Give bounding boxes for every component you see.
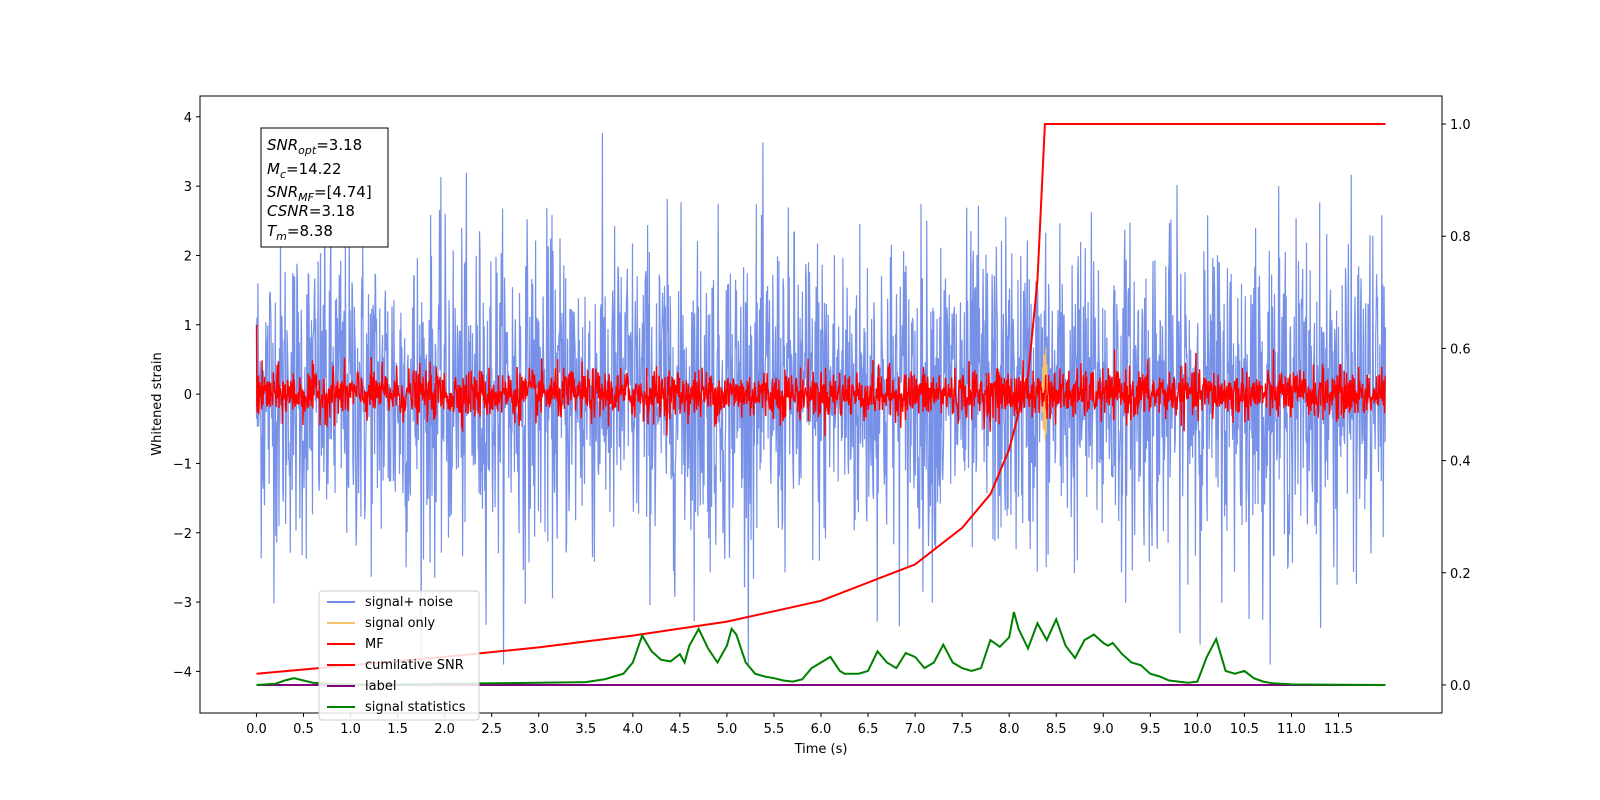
y2-tick-label: 1.0 — [1450, 118, 1471, 133]
series-cumulative-snr — [256, 123, 1386, 675]
y-axis-label: Whitened strain — [150, 352, 165, 455]
x-tick-label: 6.5 — [858, 722, 879, 737]
legend-label: signal statistics — [365, 700, 466, 715]
annotation-snr-opt: SNRopt=3.18 — [267, 136, 362, 157]
annotation-mc: Mc=14.22 — [267, 160, 342, 181]
y-tick-label: 2 — [184, 249, 192, 264]
x-tick-label: 3.5 — [575, 722, 596, 737]
x-axis-label: Time (s) — [794, 742, 848, 757]
y2-tick-label: 0.4 — [1450, 455, 1471, 470]
x-axis: 0.0 0.5 1.0 1.5 2.0 2.5 3.0 3.5 4.0 4.5 5.0 5.5 6.0 6… — [246, 713, 1353, 737]
annotation-tm: Tm=8.38 — [267, 222, 333, 243]
x-tick-label: 2.5 — [481, 722, 502, 737]
x-tick-label: 3.0 — [528, 722, 549, 737]
x-tick-label: 5.5 — [764, 722, 785, 737]
x-tick-label: 0.0 — [246, 722, 267, 737]
y-axis-left: 4 3 2 1 0 −1 −2 −3 −4 — [173, 111, 200, 680]
y-tick-label: 1 — [184, 319, 192, 334]
series-signal-statistics — [256, 611, 1386, 686]
x-tick-label: 11.5 — [1324, 722, 1353, 737]
annotation-box: SNRopt=3.18 Mc=14.22 SNRMF=[4.74] CSNR=3… — [260, 127, 389, 248]
x-tick-label: 9.0 — [1093, 722, 1114, 737]
y-tick-label: 0 — [184, 388, 192, 403]
legend-label: signal+ noise — [365, 595, 453, 610]
x-tick-label: 7.5 — [952, 722, 973, 737]
y-tick-label: −1 — [173, 457, 192, 472]
annotation-csnr: CSNR=3.18 — [267, 202, 355, 220]
annotation-snr-mf: SNRMF=[4.74] — [267, 183, 372, 204]
y-tick-label: −4 — [173, 665, 192, 680]
y2-tick-label: 0.0 — [1450, 679, 1471, 694]
x-tick-label: 9.5 — [1140, 722, 1161, 737]
x-tick-label: 8.0 — [999, 722, 1020, 737]
x-tick-label: 8.5 — [1046, 722, 1067, 737]
x-tick-label: 5.0 — [717, 722, 738, 737]
y-tick-label: 3 — [184, 180, 192, 195]
series-layer — [255, 123, 1387, 686]
y2-tick-label: 0.2 — [1450, 567, 1471, 582]
legend-label: label — [365, 679, 396, 694]
y-tick-label: −2 — [173, 527, 192, 542]
x-tick-label: 4.0 — [622, 722, 643, 737]
y-axis-right: 1.0 0.8 0.6 0.4 0.2 0.0 — [1442, 118, 1471, 694]
legend-frame — [318, 590, 480, 721]
legend: signal+ noise signal only MF cumilative SNR… — [318, 590, 480, 721]
series-signal-only — [1038, 347, 1052, 441]
y2-tick-label: 0.6 — [1450, 342, 1471, 357]
x-tick-label: 0.5 — [293, 722, 314, 737]
x-tick-label: 10.5 — [1230, 722, 1259, 737]
legend-label: MF — [365, 637, 384, 652]
x-tick-label: 11.0 — [1277, 722, 1306, 737]
y-tick-label: −3 — [173, 596, 192, 611]
x-tick-label: 6.0 — [811, 722, 832, 737]
x-tick-label: 1.0 — [340, 722, 361, 737]
legend-label: cumilative SNR — [365, 658, 464, 673]
series-mf — [255, 324, 1386, 437]
x-tick-label: 10.0 — [1183, 722, 1212, 737]
legend-label: signal only — [365, 616, 435, 631]
x-tick-label: 2.0 — [434, 722, 455, 737]
y2-tick-label: 0.8 — [1450, 230, 1471, 245]
x-tick-label: 7.0 — [905, 722, 926, 737]
x-tick-label: 1.5 — [387, 722, 408, 737]
y-tick-label: 4 — [184, 111, 192, 126]
x-tick-label: 4.5 — [670, 722, 691, 737]
